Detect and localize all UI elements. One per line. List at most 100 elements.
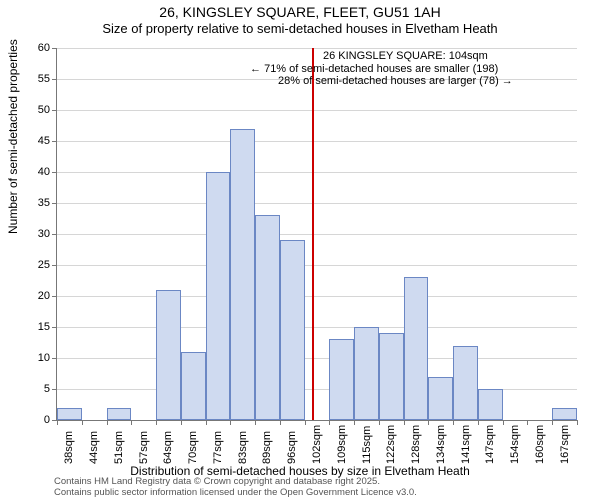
x-tick-mark	[131, 420, 132, 425]
x-tick-label: 57sqm	[138, 431, 150, 464]
y-tick-mark	[52, 296, 57, 297]
x-tick-label: 122sqm	[385, 425, 397, 464]
x-tick-label: 109sqm	[336, 425, 348, 464]
histogram-bar	[428, 377, 453, 420]
histogram-bar	[57, 408, 82, 420]
y-tick-mark	[52, 203, 57, 204]
marker-title: 26 KINGSLEY SQUARE: 104sqm	[298, 50, 513, 63]
y-tick-mark	[52, 265, 57, 266]
chart-subtitle: Size of property relative to semi-detach…	[0, 21, 600, 36]
y-tick-label: 10	[22, 352, 50, 364]
x-tick-mark	[552, 420, 553, 425]
y-tick-label: 50	[22, 104, 50, 116]
x-tick-mark	[57, 420, 58, 425]
y-tick-label: 20	[22, 290, 50, 302]
marker-annotation: 26 KINGSLEY SQUARE: 104sqm← 71% of semi-…	[318, 50, 513, 88]
x-tick-label: 167sqm	[559, 425, 571, 464]
x-tick-mark	[230, 420, 231, 425]
y-tick-mark	[52, 358, 57, 359]
x-tick-label: 102sqm	[311, 425, 323, 464]
marker-line-smaller: ← 71% of semi-detached houses are smalle…	[250, 63, 513, 76]
histogram-bar	[478, 389, 503, 420]
y-tick-mark	[52, 389, 57, 390]
y-tick-mark	[52, 172, 57, 173]
x-tick-mark	[503, 420, 504, 425]
histogram-bar	[404, 277, 429, 420]
gridline	[57, 358, 577, 359]
x-tick-label: 115sqm	[361, 426, 373, 464]
y-tick-mark	[52, 79, 57, 80]
x-tick-mark	[181, 420, 182, 425]
x-tick-label: 44sqm	[88, 431, 100, 464]
gridline	[57, 110, 577, 111]
x-tick-label: 160sqm	[534, 425, 546, 464]
histogram-bar	[552, 408, 577, 420]
x-tick-label: 141sqm	[460, 425, 472, 464]
gridline	[57, 141, 577, 142]
footer-line-1: Contains HM Land Registry data © Crown c…	[54, 477, 417, 487]
histogram-bar	[280, 240, 305, 420]
histogram-bar	[329, 339, 354, 420]
x-tick-mark	[478, 420, 479, 425]
x-tick-label: 70sqm	[187, 431, 199, 464]
x-tick-label: 38sqm	[63, 431, 75, 464]
gridline	[57, 327, 577, 328]
x-tick-mark	[329, 420, 330, 425]
y-tick-label: 35	[22, 197, 50, 209]
histogram-bar	[206, 172, 231, 420]
y-tick-mark	[52, 48, 57, 49]
x-tick-label: 96sqm	[286, 431, 298, 464]
gridline	[57, 265, 577, 266]
y-tick-label: 60	[22, 42, 50, 54]
footer-attribution: Contains HM Land Registry data © Crown c…	[54, 477, 417, 498]
x-tick-label: 77sqm	[212, 431, 224, 464]
y-tick-label: 5	[22, 383, 50, 395]
gridline	[57, 234, 577, 235]
y-axis-label: Number of semi-detached properties	[6, 39, 20, 234]
chart-title: 26, KINGSLEY SQUARE, FLEET, GU51 1AH	[0, 4, 600, 20]
x-tick-label: 128sqm	[410, 425, 422, 464]
x-tick-mark	[577, 420, 578, 425]
x-tick-label: 89sqm	[261, 431, 273, 464]
histogram-bar	[255, 215, 280, 420]
histogram-bar	[453, 346, 478, 420]
histogram-bar	[354, 327, 379, 420]
y-tick-label: 25	[22, 259, 50, 271]
y-tick-label: 15	[22, 321, 50, 333]
y-tick-label: 55	[22, 73, 50, 85]
x-tick-mark	[527, 420, 528, 425]
x-tick-label: 134sqm	[435, 425, 447, 464]
x-tick-mark	[354, 420, 355, 425]
x-tick-label: 154sqm	[509, 425, 521, 464]
x-tick-mark	[305, 420, 306, 425]
gridline	[57, 296, 577, 297]
x-tick-mark	[156, 420, 157, 425]
y-tick-label: 40	[22, 166, 50, 178]
x-tick-mark	[206, 420, 207, 425]
x-tick-mark	[107, 420, 108, 425]
x-tick-mark	[453, 420, 454, 425]
gridline	[57, 203, 577, 204]
histogram-bar	[107, 408, 132, 420]
footer-line-2: Contains public sector information licen…	[54, 488, 417, 498]
y-tick-mark	[52, 141, 57, 142]
plot-area: 26 KINGSLEY SQUARE: 104sqm← 71% of semi-…	[56, 48, 577, 421]
x-tick-mark	[379, 420, 380, 425]
histogram-bar	[230, 129, 255, 420]
y-tick-label: 45	[22, 135, 50, 147]
y-tick-mark	[52, 234, 57, 235]
chart-container: 26, KINGSLEY SQUARE, FLEET, GU51 1AH Siz…	[0, 0, 600, 500]
x-tick-label: 64sqm	[162, 431, 174, 464]
x-tick-mark	[82, 420, 83, 425]
x-tick-mark	[255, 420, 256, 425]
x-tick-mark	[428, 420, 429, 425]
x-tick-mark	[404, 420, 405, 425]
x-tick-label: 83sqm	[237, 431, 249, 464]
y-tick-mark	[52, 110, 57, 111]
marker-line	[312, 48, 314, 420]
gridline	[57, 48, 577, 49]
y-tick-label: 0	[22, 414, 50, 426]
marker-line-larger: 28% of semi-detached houses are larger (…	[278, 75, 513, 88]
y-tick-label: 30	[22, 228, 50, 240]
histogram-bar	[379, 333, 404, 420]
